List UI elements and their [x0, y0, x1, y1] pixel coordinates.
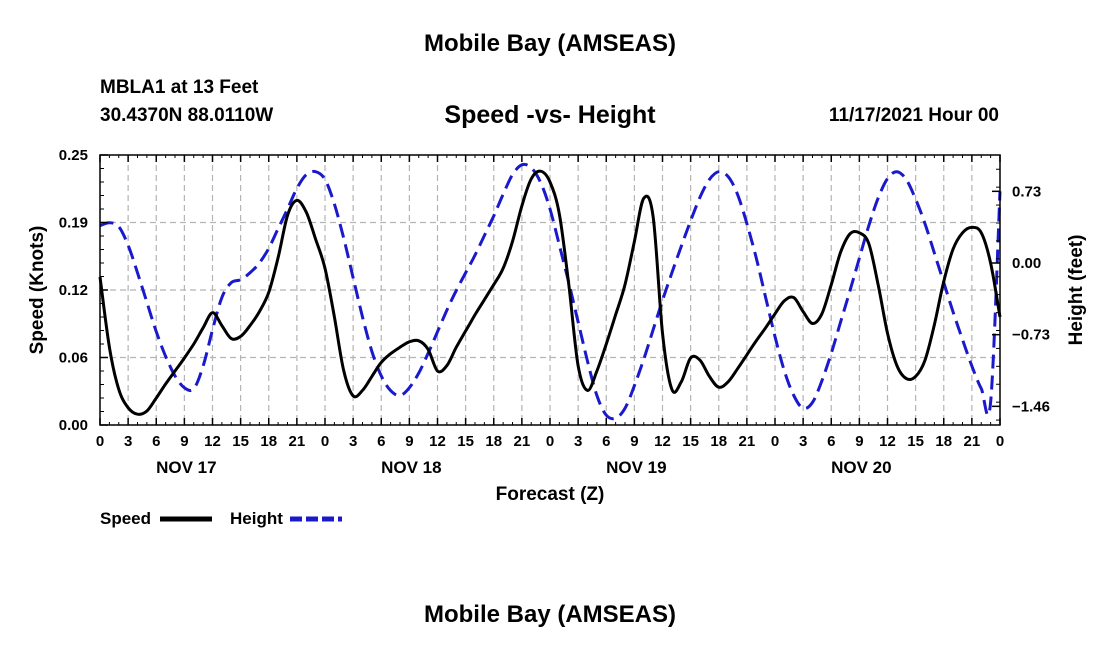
x-tick-label: 12: [429, 433, 446, 450]
y-right-axis-title: Height (feet): [1066, 235, 1087, 346]
chart-main-title: Mobile Bay (AMSEAS): [423, 30, 677, 57]
series-layer: [98, 162, 1002, 421]
y-left-tick-label: 0.06: [59, 350, 88, 367]
x-day-label: NOV 20: [831, 458, 891, 477]
x-tick-label: 18: [485, 433, 502, 450]
x-axis-title: Forecast (Z): [496, 484, 605, 505]
x-tick-label: 3: [574, 433, 582, 450]
x-day-label: NOV 17: [156, 458, 216, 477]
y-right-tick-label: −1.46: [1012, 398, 1050, 415]
x-tick-label: 12: [204, 433, 221, 450]
series-line-height: [99, 162, 1002, 421]
y-right-tick-label: 0.73: [1012, 183, 1041, 200]
x-day-label: NOV 18: [381, 458, 441, 477]
legend-height-label: Height: [230, 509, 283, 528]
x-tick-label: 9: [630, 433, 638, 450]
x-day-label: NOV 19: [606, 458, 666, 477]
x-tick-label: 15: [232, 433, 249, 450]
x-tick-label: 0: [546, 433, 554, 450]
x-tick-label: 21: [964, 433, 981, 450]
x-tick-label: 6: [827, 433, 835, 450]
footer-title: Mobile Bay (AMSEAS): [423, 601, 677, 628]
x-tick-label: 15: [457, 433, 474, 450]
x-tick-label: 18: [260, 433, 277, 450]
y-left-tick-label: 0.25: [59, 147, 88, 164]
x-tick-label: 12: [879, 433, 896, 450]
series-line-speed: [98, 169, 1002, 416]
y-right-tick-label: −0.73: [1012, 327, 1050, 344]
chart-subtitle: Speed -vs- Height: [444, 101, 656, 129]
x-tick-label: 15: [907, 433, 924, 450]
x-tick-label: 0: [996, 433, 1004, 450]
x-tick-label: 0: [771, 433, 779, 450]
x-tick-label: 6: [602, 433, 610, 450]
chart-axes: [99, 154, 1001, 426]
x-tick-label: 21: [289, 433, 306, 450]
x-tick-label: 6: [152, 433, 160, 450]
chart-labels: 0 3 6 9 12 15 18 21 0 3 6 9 12 15 18 21 0 3 6 9 12 15 18 21 0 3 6 9…: [27, 147, 1087, 505]
chart-grid: [100, 155, 1000, 425]
forecast-datetime: 11/17/2021 Hour 00: [828, 105, 999, 126]
x-tick-label: 12: [654, 433, 671, 450]
x-tick-label: 6: [377, 433, 385, 450]
y-right-tick-label: 0.00: [1012, 255, 1041, 272]
x-tick-label: 18: [935, 433, 952, 450]
station-label: MBLA1 at 13 Feet: [100, 77, 259, 98]
x-tick-label: 9: [180, 433, 188, 450]
x-tick-label: 21: [739, 433, 756, 450]
x-tick-label: 9: [405, 433, 413, 450]
x-tick-label: 3: [349, 433, 357, 450]
x-tick-label: 3: [124, 433, 132, 450]
x-tick-label: 21: [514, 433, 531, 450]
y-left-tick-label: 0.00: [59, 417, 88, 434]
x-tick-label: 0: [96, 433, 104, 450]
y-left-axis-title: Speed (Knots): [27, 226, 48, 355]
legend-speed-label: Speed: [100, 509, 152, 528]
y-left-tick-label: 0.19: [59, 215, 88, 232]
x-tick-label: 18: [710, 433, 727, 450]
x-tick-label: 9: [855, 433, 863, 450]
y-left-tick-label: 0.12: [59, 282, 88, 299]
x-tick-label: 3: [799, 433, 807, 450]
x-tick-label: 0: [321, 433, 329, 450]
x-tick-label: 15: [682, 433, 699, 450]
station-coordinates: 30.4370N 88.0110W: [100, 105, 274, 126]
